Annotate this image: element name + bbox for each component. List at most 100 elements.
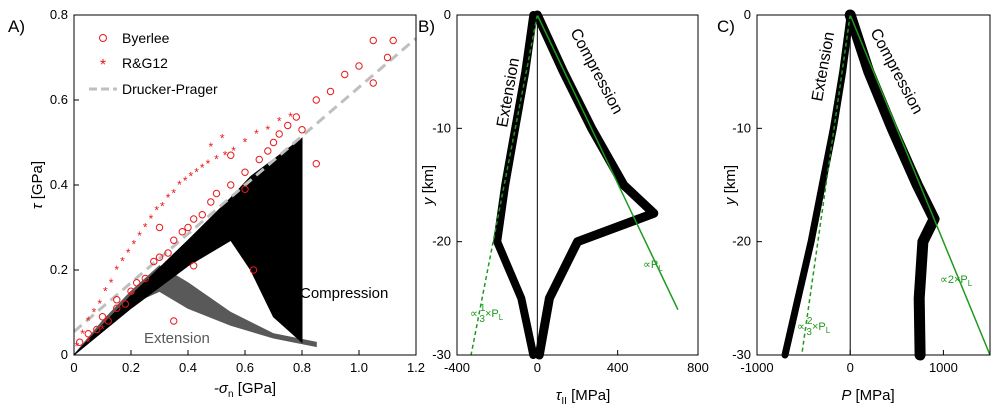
y-tick-label: 0 bbox=[61, 347, 68, 362]
byerlee-point bbox=[275, 130, 283, 138]
x-tick-label: 0 bbox=[534, 360, 541, 375]
byerlee-point bbox=[93, 325, 101, 334]
rg12-point: * bbox=[103, 284, 108, 298]
byerlee-point bbox=[255, 155, 263, 164]
rg12-point: * bbox=[109, 276, 114, 290]
fit-main: ∝P bbox=[643, 259, 658, 271]
byerlee-point bbox=[155, 253, 164, 261]
x-label-main: τ bbox=[556, 387, 563, 404]
x-tick-label: -1000 bbox=[740, 360, 773, 375]
byerlee-point bbox=[227, 181, 235, 189]
y-label-main: y bbox=[722, 196, 739, 206]
x-tick-label: 1.2 bbox=[407, 360, 425, 375]
legend-byerlee-marker bbox=[99, 34, 107, 42]
x-label-sub: n bbox=[228, 389, 234, 400]
x-tick-label: 0 bbox=[70, 360, 77, 375]
byerlee-point bbox=[127, 287, 135, 295]
byerlee-point bbox=[133, 279, 141, 287]
extension-label: Extension bbox=[809, 31, 838, 103]
rg12-point: * bbox=[254, 127, 259, 141]
compression-annotation: Compression bbox=[300, 285, 388, 302]
extension-profile bbox=[493, 11, 538, 359]
byerlee-point bbox=[155, 223, 164, 232]
legend-rg12-label: R&G12 bbox=[122, 55, 168, 71]
byerlee-point bbox=[269, 138, 278, 147]
x-label-unit: [MPa] bbox=[567, 387, 610, 404]
rg12-point: * bbox=[177, 178, 182, 192]
y-axis-label: y [km] bbox=[420, 165, 437, 206]
byerlee-point bbox=[190, 215, 198, 223]
byerlee-point bbox=[104, 317, 112, 325]
byerlee-point bbox=[150, 257, 158, 266]
x-axis-label: P [MPa] bbox=[841, 387, 894, 404]
byerlee-point bbox=[249, 266, 258, 274]
rg12-point: * bbox=[243, 136, 248, 150]
x-tick-label: 0.4 bbox=[179, 360, 197, 375]
y-label-unit: [km] bbox=[722, 165, 739, 198]
legend-dp-label: Drucker-Prager bbox=[122, 81, 218, 97]
byerlee-point bbox=[207, 198, 215, 206]
byerlee-point bbox=[113, 296, 121, 304]
byerlee-point bbox=[76, 338, 84, 346]
fit-numerator: 2 bbox=[807, 316, 813, 327]
byerlee-point bbox=[241, 168, 249, 176]
byerlee-point bbox=[312, 160, 320, 168]
y-axis-label: y [km] bbox=[722, 165, 739, 206]
panel-label: B) bbox=[418, 17, 435, 36]
y-label-main: y bbox=[420, 196, 437, 206]
y-tick-label: 0 bbox=[444, 7, 451, 22]
y-label-main: τ bbox=[29, 202, 46, 209]
rg12-point: * bbox=[149, 212, 154, 226]
rg12-point: * bbox=[114, 263, 119, 277]
byerlee-point bbox=[341, 70, 349, 79]
extension-annotation: Extension bbox=[144, 330, 210, 347]
x-axis-label: τII [MPa] bbox=[556, 387, 611, 406]
rg12-point: * bbox=[97, 297, 102, 311]
x-label-unit: [GPa] bbox=[234, 380, 277, 397]
rg12-point: * bbox=[277, 114, 282, 128]
compression-fit-line bbox=[849, 14, 991, 356]
byerlee-point bbox=[312, 96, 320, 104]
fit-sub: L bbox=[826, 326, 831, 335]
x-tick-label: 1.0 bbox=[350, 360, 368, 375]
y-label-unit: [km] bbox=[420, 165, 437, 198]
byerlee-point bbox=[98, 313, 107, 321]
extension-fit-line bbox=[470, 14, 539, 356]
byerlee-point bbox=[298, 126, 306, 134]
y-tick-label: 0.6 bbox=[50, 92, 68, 107]
y-tick-label: -10 bbox=[732, 120, 751, 135]
x-label-main: P bbox=[841, 387, 851, 404]
byerlee-point bbox=[383, 53, 392, 62]
panel-label: A) bbox=[8, 17, 25, 36]
rg12-point: * bbox=[92, 306, 97, 320]
fit-denominator: 3 bbox=[479, 314, 485, 325]
rg12-point: * bbox=[171, 187, 176, 201]
compression-profile bbox=[844, 9, 940, 361]
rg12-point: * bbox=[206, 157, 211, 171]
rg12-point: * bbox=[223, 148, 228, 162]
rg12-point: * bbox=[80, 327, 85, 341]
legend-byerlee-label: Byerlee bbox=[122, 30, 170, 46]
panel-label: C) bbox=[717, 17, 735, 36]
byerlee-point bbox=[284, 121, 292, 130]
rg12-point: * bbox=[189, 170, 194, 184]
fit-suffix: ×P bbox=[485, 308, 499, 320]
x-tick-label: 0.6 bbox=[236, 360, 254, 375]
compression-label: Compression bbox=[866, 26, 925, 117]
x-tick-label: -400 bbox=[444, 360, 470, 375]
rg12-point: * bbox=[154, 204, 159, 218]
byerlee-point bbox=[369, 79, 377, 87]
rg12-point: * bbox=[194, 165, 199, 179]
y-tick-label: 0 bbox=[744, 7, 751, 22]
fit-suffix: ×P bbox=[812, 321, 826, 333]
y-tick-label: -10 bbox=[432, 120, 451, 135]
fit-prefix: ∝ bbox=[470, 308, 478, 320]
rg12-point: * bbox=[231, 144, 236, 158]
byerlee-point bbox=[264, 147, 272, 155]
compression-fit-line bbox=[536, 14, 679, 310]
rg12-point: * bbox=[166, 191, 171, 205]
byerlee-point bbox=[164, 249, 172, 257]
y-tick-label: 0.2 bbox=[50, 262, 68, 277]
